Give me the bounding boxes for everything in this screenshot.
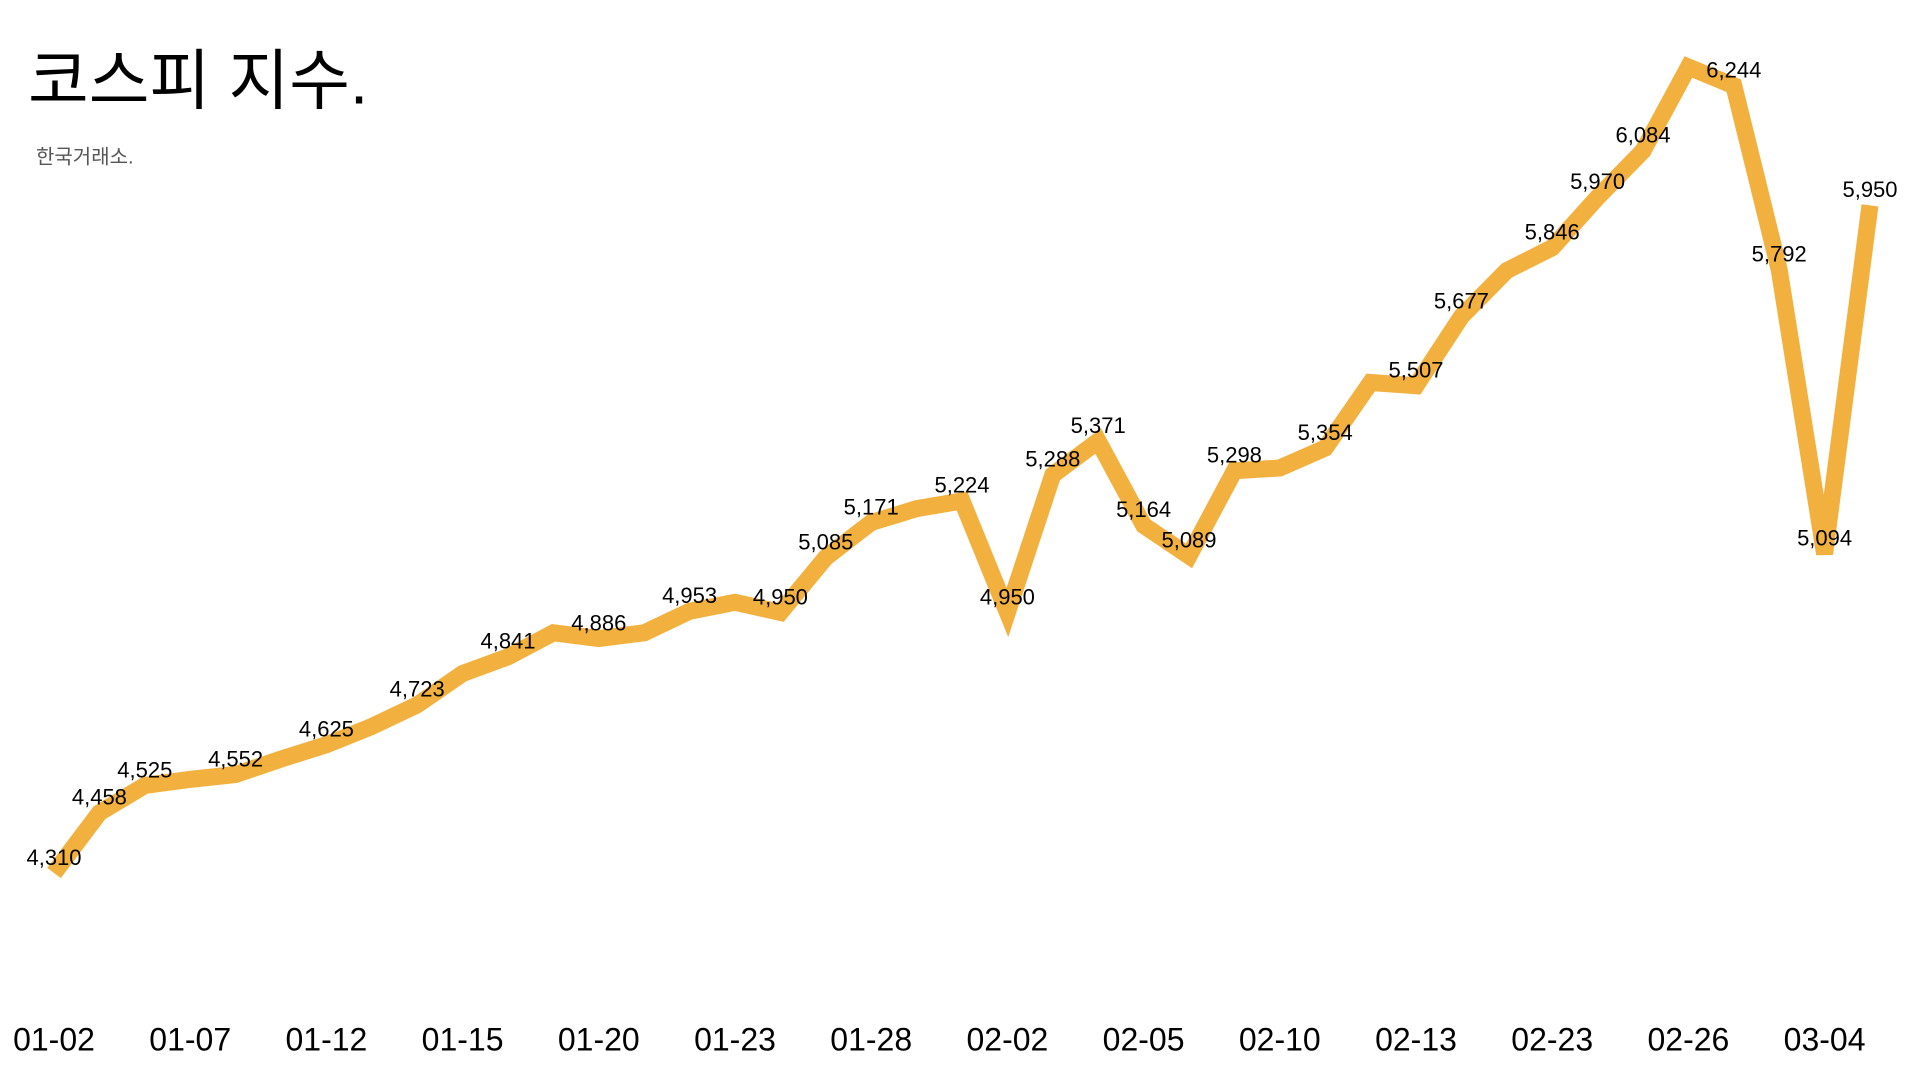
value-label: 5,089	[1161, 528, 1216, 553]
value-label: 5,507	[1388, 358, 1443, 383]
value-label: 5,224	[934, 473, 989, 498]
x-tick-label: 01-12	[285, 1021, 367, 1057]
value-label: 6,244	[1706, 58, 1761, 83]
value-label: 4,950	[753, 584, 808, 609]
value-label: 5,970	[1570, 169, 1625, 194]
line	[47, 56, 1879, 879]
x-tick-label: 01-23	[694, 1021, 776, 1057]
chart-title: 코스피 지수.	[28, 43, 368, 117]
value-label: 4,950	[980, 584, 1035, 609]
x-tick-label: 02-13	[1375, 1021, 1457, 1057]
value-label: 4,458	[72, 785, 127, 810]
value-label: 4,552	[208, 746, 263, 771]
x-tick-label: 02-10	[1239, 1021, 1321, 1057]
x-tick-label: 02-26	[1647, 1021, 1729, 1057]
value-label: 5,792	[1752, 242, 1807, 267]
x-tick-label: 01-20	[558, 1021, 640, 1057]
value-label: 4,310	[26, 845, 81, 870]
value-label: 4,841	[480, 629, 535, 654]
x-tick-label: 01-15	[422, 1021, 504, 1057]
value-label: 4,886	[571, 610, 626, 635]
value-label: 5,950	[1842, 177, 1897, 202]
x-tick-label: 02-02	[966, 1021, 1048, 1057]
value-label: 5,164	[1116, 497, 1171, 522]
x-tick-label: 03-04	[1784, 1021, 1866, 1057]
value-label: 5,354	[1298, 420, 1353, 445]
value-label: 4,625	[299, 717, 354, 742]
value-label: 4,953	[662, 583, 717, 608]
value-label: 5,288	[1025, 447, 1080, 472]
value-label: 6,084	[1615, 123, 1670, 148]
value-label: 5,677	[1434, 288, 1489, 313]
value-label: 5,085	[798, 529, 853, 554]
x-tick-label: 01-07	[149, 1021, 231, 1057]
value-label: 4,525	[117, 757, 172, 782]
value-label: 5,094	[1797, 526, 1852, 551]
value-label: 5,298	[1207, 443, 1262, 468]
value-label: 5,171	[844, 494, 899, 519]
value-label: 4,723	[390, 677, 445, 702]
x-tick-label: 02-23	[1511, 1021, 1593, 1057]
value-label: 5,846	[1525, 220, 1580, 245]
x-tick-label: 01-28	[830, 1021, 912, 1057]
x-tick-label: 02-05	[1103, 1021, 1185, 1057]
x-tick-label: 01-02	[13, 1021, 95, 1057]
chart-subtitle: 한국거래소.	[36, 145, 134, 168]
value-label: 5,371	[1071, 413, 1126, 438]
